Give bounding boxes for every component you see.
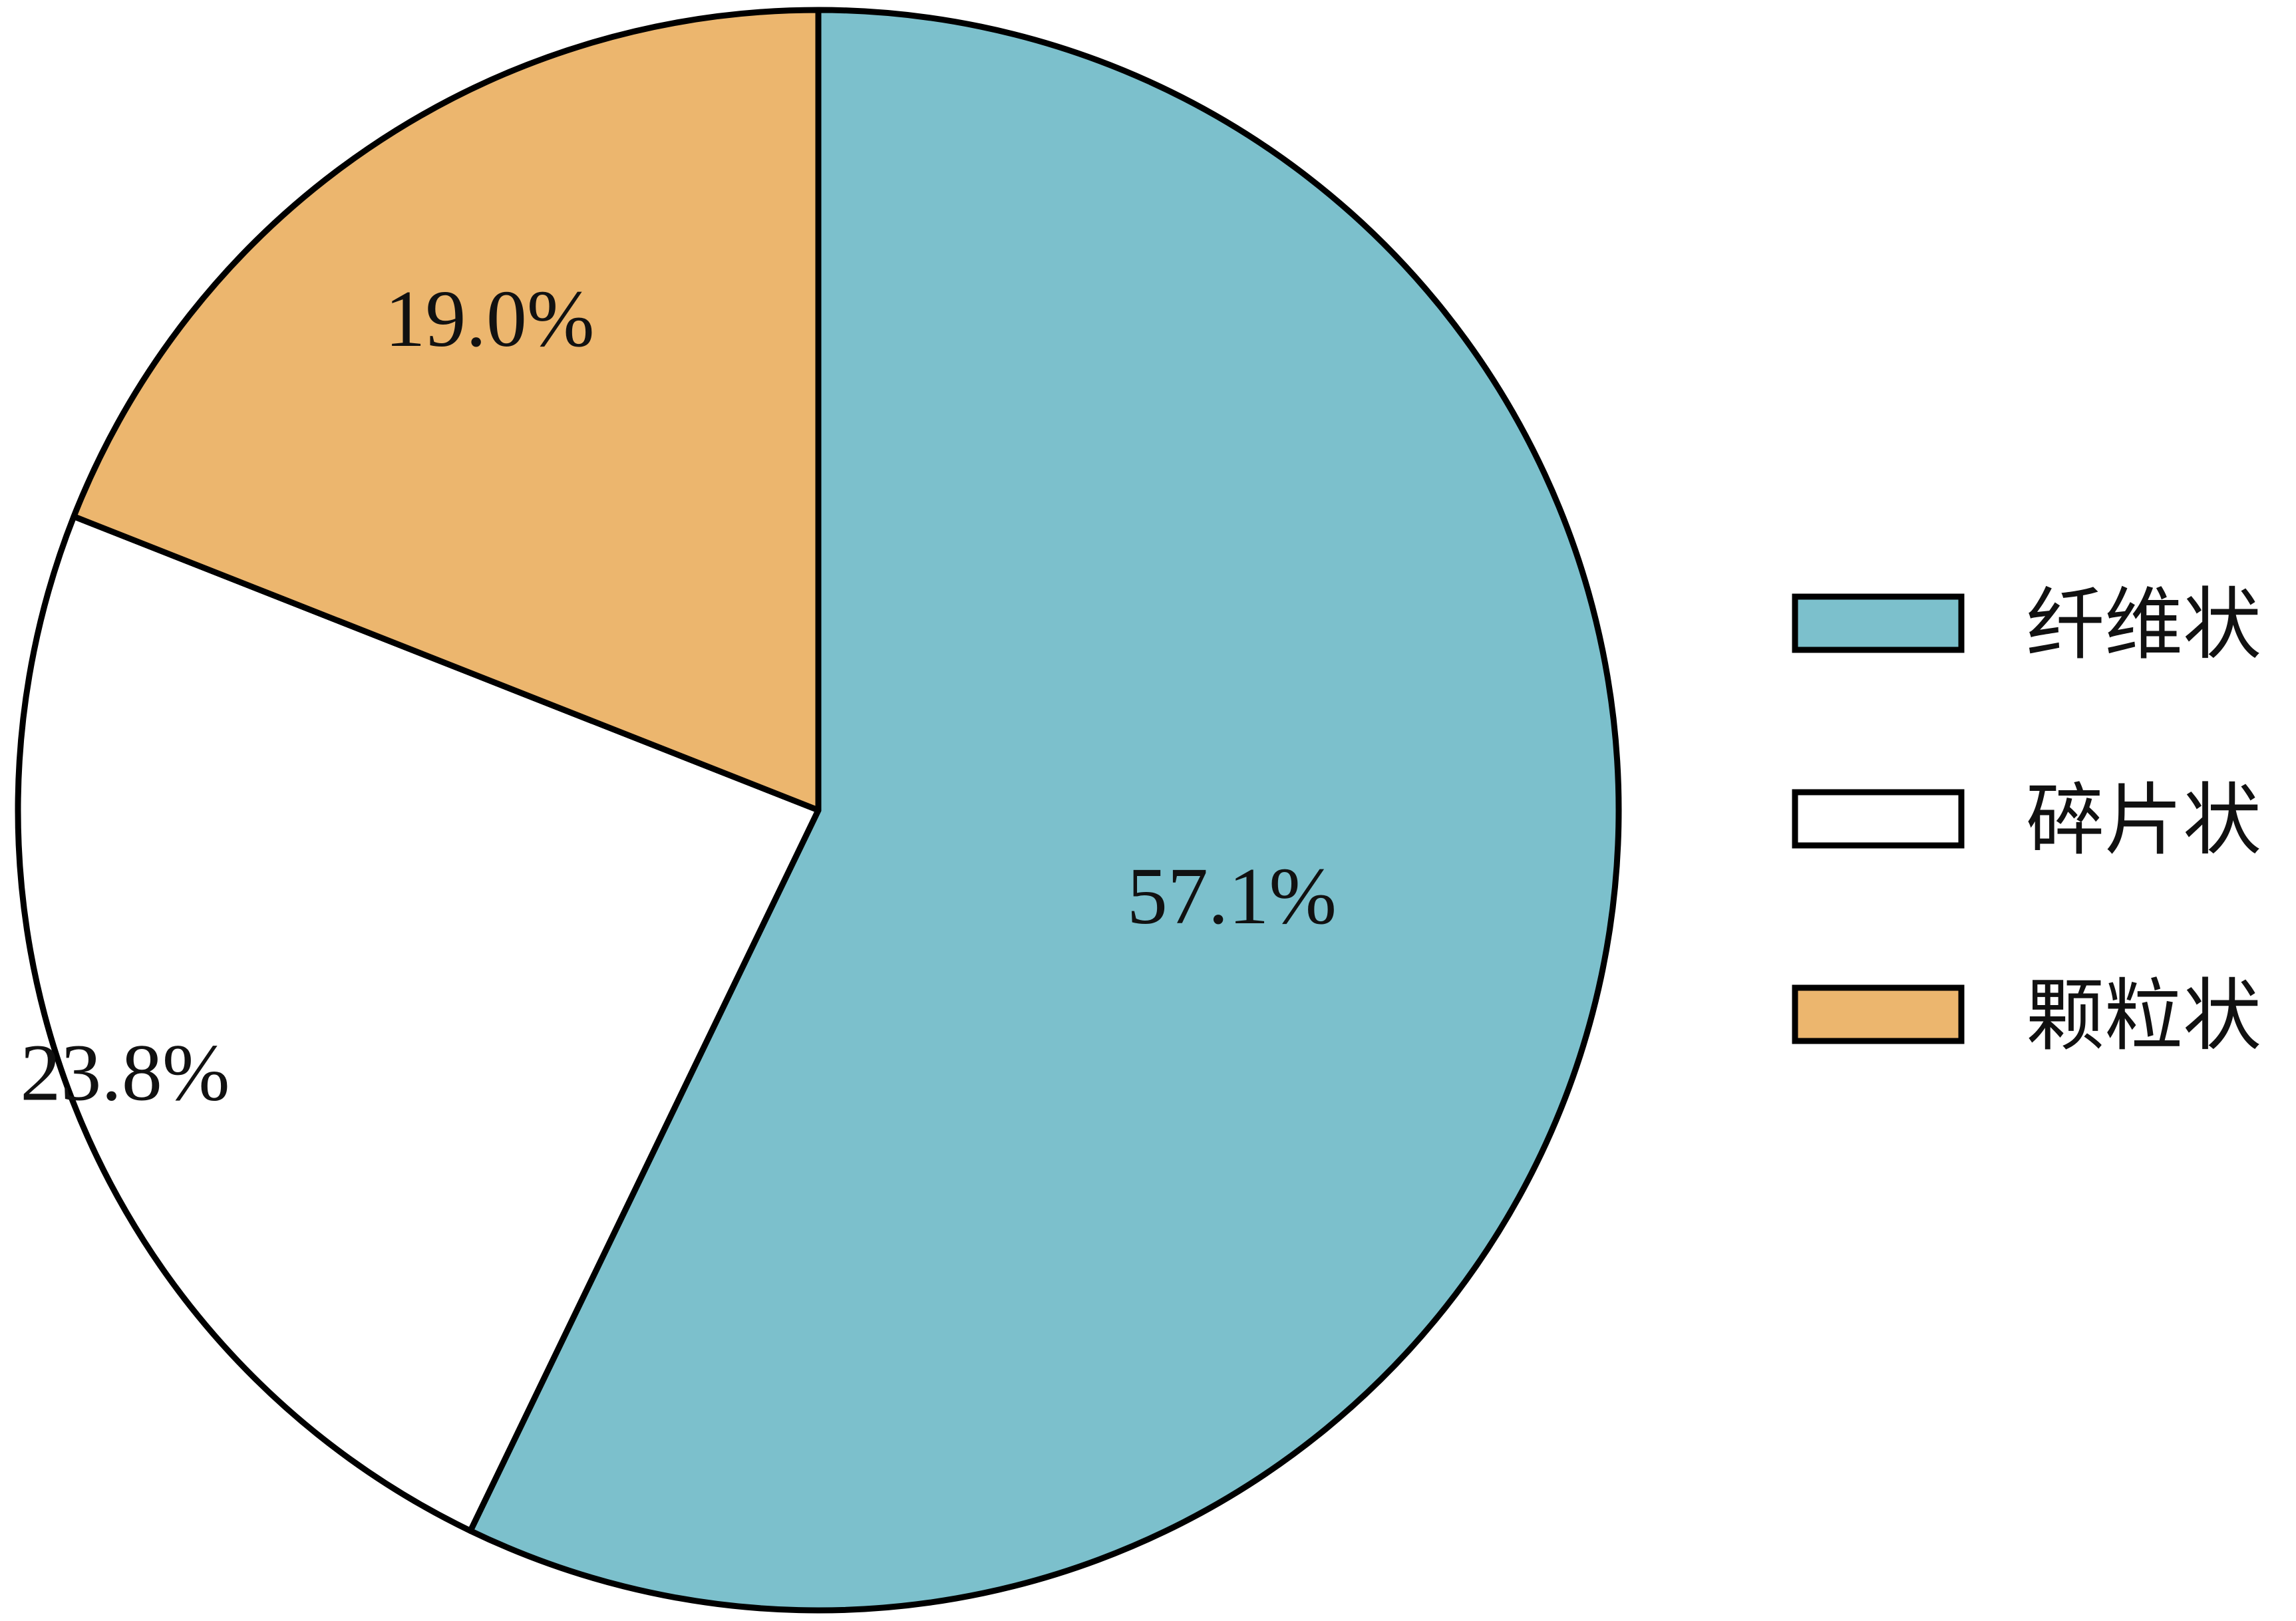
legend-swatch-2 [1792,789,1965,849]
legend-swatch-3 [1792,984,1965,1044]
legend-entry-2: 碎片状 [1792,774,2261,866]
legend: 纤维状 碎片状 颗粒状 [1792,579,2261,1062]
pct-label-2: 23.8% [20,1028,230,1117]
pie-slices [15,7,1622,1614]
pct-label-1: 57.1% [1127,851,1337,941]
percentage-labels: 57.1% 23.8% 19.0% [20,274,1337,1117]
pie-slice-3 [71,7,822,813]
legend-label-3: 颗粒状 [2026,970,2261,1062]
pie-slice-2 [15,513,822,1534]
legend-entry-3: 颗粒状 [1792,970,2261,1062]
pie-slice-1 [467,7,1622,1614]
legend-entry-1: 纤维状 [1792,579,2261,670]
legend-label-1: 纤维状 [2026,579,2261,670]
legend-label-2: 碎片状 [2026,774,2261,866]
legend-swatch-1 [1792,593,1965,653]
pct-label-3: 19.0% [385,274,594,364]
